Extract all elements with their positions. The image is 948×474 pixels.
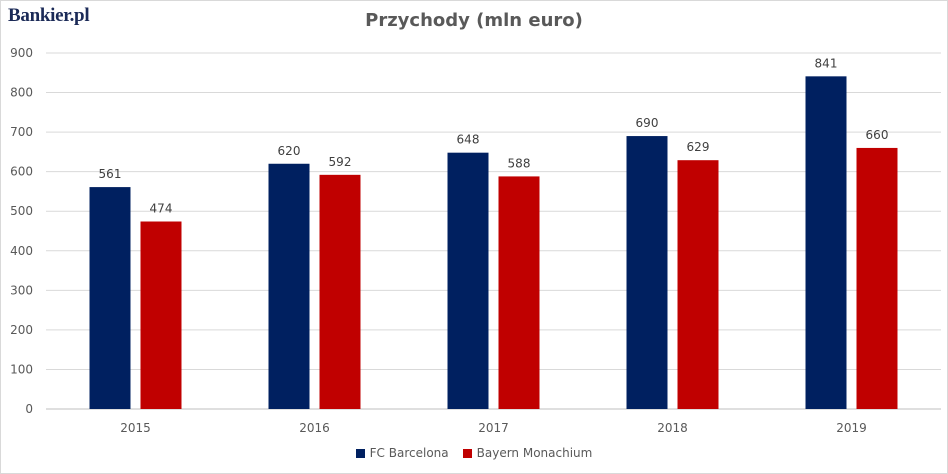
y-tick-label-900: 900 xyxy=(10,46,33,60)
x-tick-label-2016: 2016 xyxy=(299,421,330,435)
y-tick-label-300: 300 xyxy=(10,283,33,297)
y-axis-tick-labels: 0 100 200 300 400 500 600 700 800 900 xyxy=(10,46,33,416)
legend-swatch-barcelona xyxy=(355,448,365,458)
legend-label-bayern: Bayern Monachium xyxy=(476,446,593,460)
y-tick-label-600: 600 xyxy=(10,165,33,179)
data-label-bayern-2015: 474 xyxy=(150,202,173,216)
data-label-bayern-2018: 629 xyxy=(687,140,710,154)
bankier-logo: Bankier.pl xyxy=(8,5,90,26)
data-label-barcelona-2015: 561 xyxy=(99,167,122,181)
bar-bayern-2018 xyxy=(677,160,719,409)
y-tick-label-400: 400 xyxy=(10,244,33,258)
data-label-barcelona-2016: 620 xyxy=(278,144,301,158)
data-label-bayern-2017: 588 xyxy=(508,156,531,170)
bar-barcelona-2016 xyxy=(268,163,310,409)
bar-bayern-2015 xyxy=(140,221,182,409)
legend: FC Barcelona Bayern Monachium xyxy=(1,446,947,460)
legend-label-barcelona: FC Barcelona xyxy=(369,446,449,460)
data-label-barcelona-2019: 841 xyxy=(815,56,838,70)
x-axis-tick-labels: 2015 2016 2017 2018 2019 xyxy=(120,421,867,435)
bar-barcelona-2017 xyxy=(447,152,489,409)
x-tick-label-2019: 2019 xyxy=(836,421,867,435)
y-tick-label-700: 700 xyxy=(10,125,33,139)
legend-swatch-bayern xyxy=(462,448,472,458)
x-tick-label-2018: 2018 xyxy=(657,421,688,435)
legend-item-barcelona: FC Barcelona xyxy=(355,446,449,460)
bars xyxy=(89,76,898,410)
bar-barcelona-2018 xyxy=(626,136,668,410)
bar-bayern-2017 xyxy=(498,176,540,409)
bar-bayern-2016 xyxy=(319,174,361,409)
legend-item-bayern: Bayern Monachium xyxy=(462,446,593,460)
data-label-bayern-2016: 592 xyxy=(329,155,352,169)
x-tick-label-2017: 2017 xyxy=(478,421,509,435)
bar-barcelona-2019 xyxy=(805,76,847,410)
data-label-barcelona-2018: 690 xyxy=(636,116,659,130)
x-tick-label-2015: 2015 xyxy=(120,421,151,435)
y-tick-label-500: 500 xyxy=(10,204,33,218)
y-tick-label-0: 0 xyxy=(25,402,33,416)
data-label-bayern-2019: 660 xyxy=(866,128,889,142)
data-label-barcelona-2017: 648 xyxy=(457,133,480,147)
bar-bayern-2019 xyxy=(856,147,898,409)
y-tick-label-100: 100 xyxy=(10,362,33,376)
gridlines xyxy=(46,52,941,410)
data-labels: 561 474 620 592 648 588 690 629 841 660 xyxy=(99,56,889,215)
y-tick-label-200: 200 xyxy=(10,323,33,337)
y-tick-label-800: 800 xyxy=(10,86,33,100)
bar-barcelona-2015 xyxy=(89,187,131,409)
chart-title: Przychody (mln euro) xyxy=(365,10,583,31)
